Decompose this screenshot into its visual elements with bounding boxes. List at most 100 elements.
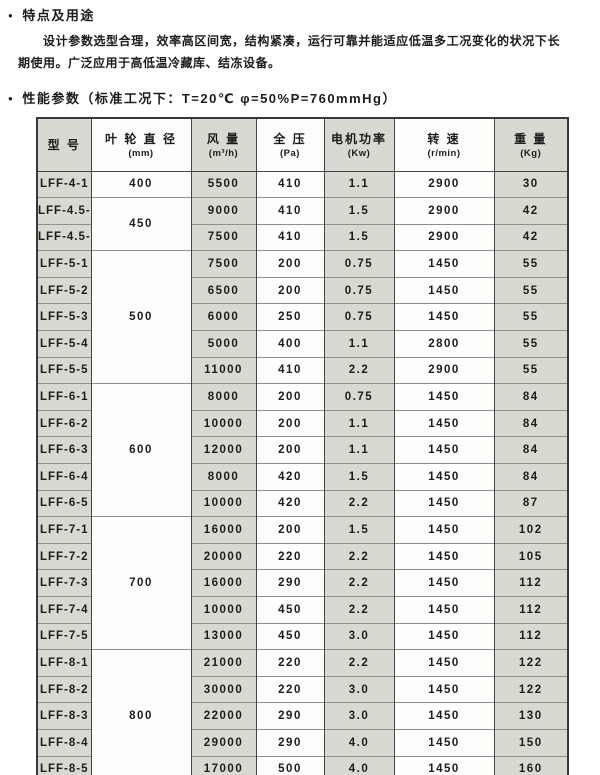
airflow-cell: 6500 <box>190 276 256 304</box>
pressure-cell: 290 <box>255 702 324 730</box>
speed-cell: 1450 <box>393 276 494 304</box>
weight-cell: 105 <box>493 542 568 570</box>
weight-cell: 55 <box>493 276 568 304</box>
speed-cell: 1450 <box>393 489 494 517</box>
performance-title-text: 性能参数（标准工况下：T=20℃ φ=50%P=760mmHg） <box>22 91 398 106</box>
weight-cell: 42 <box>493 223 568 251</box>
col-header-diameter: 叶 轮 直 径 (mm) <box>90 117 191 172</box>
weight-cell: 87 <box>493 489 568 517</box>
model-cell: LFF-7-2 <box>36 542 91 570</box>
power-cell: 2.2 <box>323 569 394 597</box>
airflow-cell: 16000 <box>190 569 256 597</box>
pressure-cell: 410 <box>255 223 324 251</box>
power-cell: 3.0 <box>323 622 394 650</box>
airflow-cell: 7500 <box>190 223 256 251</box>
table-row: LFF-7-2 20000 220 2.2 1450 105 <box>36 542 568 570</box>
pressure-cell: 220 <box>255 675 324 703</box>
table-row: LFF-7-3 16000 290 2.2 1450 112 <box>36 569 568 597</box>
pressure-cell: 420 <box>255 463 324 491</box>
power-cell: 0.75 <box>323 383 394 411</box>
col-header-label: 重 量 <box>514 132 548 147</box>
speed-cell: 1450 <box>393 702 494 730</box>
performance-table: 型 号叶 轮 直 径 (mm) 风 量 (m³/h) 全 压 (Pa) 电机功率 (Kw) 转 … <box>36 117 569 775</box>
table-row: LFF-8-3 22000 290 3.0 1450 130 <box>36 702 568 730</box>
speed-cell: 1450 <box>393 409 494 437</box>
bullet-icon: ● <box>8 11 15 20</box>
model-cell: LFF-8-4 <box>36 728 91 757</box>
airflow-cell: 20000 <box>190 542 256 570</box>
weight-cell: 122 <box>493 649 568 677</box>
col-header-label: 型 号 <box>47 137 81 152</box>
weight-cell: 84 <box>493 383 568 411</box>
weight-cell: 55 <box>493 330 568 358</box>
pressure-cell: 410 <box>255 356 324 384</box>
table-row: LFF-7-5 13000 450 3.0 1450 112 <box>36 622 568 650</box>
col-header-unit: (r/min) <box>427 148 461 160</box>
model-cell: LFF-7-1 <box>36 516 91 544</box>
col-header-unit: (mm) <box>128 148 154 160</box>
col-header-airflow: 风 量 (m³/h) <box>190 117 256 172</box>
pressure-cell: 250 <box>255 303 324 331</box>
table-row: LFF-8-4 29000 290 4.0 1450 150 <box>36 728 568 757</box>
power-cell: 2.2 <box>323 649 394 677</box>
power-cell: 0.75 <box>323 303 394 331</box>
speed-cell: 2900 <box>393 197 494 225</box>
airflow-cell: 10000 <box>190 409 256 437</box>
weight-cell: 160 <box>493 755 568 775</box>
col-header-speed: 转 速 (r/min) <box>393 117 494 172</box>
pressure-cell: 200 <box>255 276 324 304</box>
model-cell: LFF-8-2 <box>36 675 91 703</box>
model-cell: LFF-5-4 <box>36 330 91 358</box>
table-row: LFF-8-2 30000 220 3.0 1450 122 <box>36 675 568 703</box>
airflow-cell: 16000 <box>190 516 256 544</box>
speed-cell: 1450 <box>393 383 494 411</box>
col-header-label: 电机功率 <box>330 132 387 147</box>
speed-cell: 1450 <box>393 755 494 775</box>
weight-cell: 112 <box>493 596 568 624</box>
model-cell: LFF-7-4 <box>36 596 91 624</box>
weight-cell: 84 <box>493 463 568 491</box>
power-cell: 1.5 <box>323 516 394 544</box>
table-row: LFF-5-2 6500 200 0.75 1450 55 <box>36 276 568 304</box>
airflow-cell: 8000 <box>190 463 256 491</box>
col-header-label: 转 速 <box>427 132 461 147</box>
performance-table-body: LFF-4-140055004101.1290030LFF-4.5-145090… <box>36 170 568 775</box>
speed-cell: 1450 <box>393 542 494 570</box>
airflow-cell: 5500 <box>190 170 256 198</box>
table-row: LFF-6-2 10000 200 1.1 1450 84 <box>36 409 568 437</box>
speed-cell: 1450 <box>393 649 494 677</box>
power-cell: 4.0 <box>323 755 394 775</box>
col-header-unit: (Kg) <box>520 148 542 160</box>
col-header-weight: 重 量 (Kg) <box>493 117 568 172</box>
table-row: LFF-6-3 12000 200 1.1 1450 84 <box>36 436 568 464</box>
pressure-cell: 450 <box>255 596 324 624</box>
weight-cell: 55 <box>493 303 568 331</box>
power-cell: 0.75 <box>323 250 394 278</box>
model-cell: LFF-6-1 <box>36 383 91 411</box>
weight-cell: 122 <box>493 675 568 703</box>
weight-cell: 130 <box>493 702 568 730</box>
pressure-cell: 400 <box>255 330 324 358</box>
model-cell: LFF-8-5 <box>36 755 91 775</box>
weight-cell: 42 <box>493 197 568 225</box>
airflow-cell: 12000 <box>190 436 256 464</box>
model-cell: LFF-8-3 <box>36 702 91 730</box>
table-row: LFF-7-1 700 16000 200 1.5 1450 102 <box>36 516 568 650</box>
power-cell: 2.2 <box>323 596 394 624</box>
pressure-cell: 450 <box>255 622 324 650</box>
pressure-cell: 290 <box>255 728 324 757</box>
diameter-cell: 700 <box>90 516 191 650</box>
airflow-cell: 10000 <box>190 489 256 517</box>
pressure-cell: 290 <box>255 569 324 597</box>
features-section-title: ● 特点及用途 <box>0 0 600 24</box>
model-cell: LFF-4.5-1 <box>36 197 91 225</box>
col-header-unit: (Kw) <box>347 148 371 160</box>
power-cell: 0.75 <box>323 276 394 304</box>
model-cell: LFF-5-1 <box>36 250 91 278</box>
power-cell: 1.5 <box>323 463 394 491</box>
pressure-cell: 200 <box>255 409 324 437</box>
airflow-cell: 11000 <box>190 356 256 384</box>
power-cell: 1.1 <box>323 436 394 464</box>
